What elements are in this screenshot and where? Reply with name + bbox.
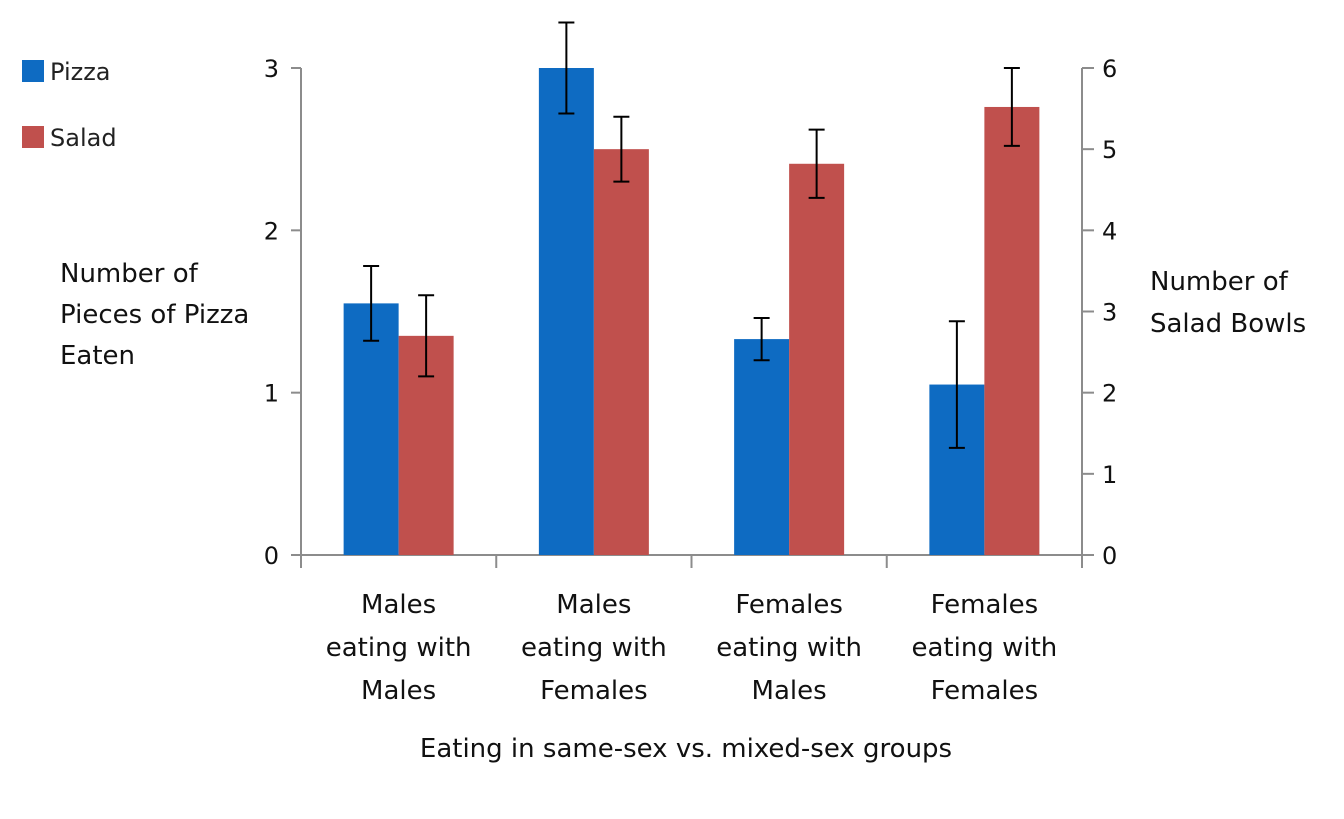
y-axis-left-title-line: Number of bbox=[60, 259, 199, 289]
x-axis-category-label: eating with bbox=[326, 633, 472, 663]
x-axis-category-label: Males bbox=[361, 590, 436, 620]
y-axis-left-tick-label: 1 bbox=[264, 380, 279, 408]
y-axis-right-tick-label: 1 bbox=[1102, 461, 1117, 489]
plot-area: 0 1 2 3 0 1 2 3 4 5 6 Males eating with Males Males eat… bbox=[264, 21, 1117, 706]
x-axis-category-label: eating with bbox=[911, 633, 1057, 663]
x-axis-category-label: Females bbox=[540, 676, 648, 706]
y-axis-left-title: Number of Pieces of Pizza Eaten bbox=[60, 259, 258, 371]
bar-pizza bbox=[538, 68, 594, 555]
legend-label-pizza: Pizza bbox=[50, 58, 111, 86]
y-axis-left-title-line: Eaten bbox=[60, 341, 135, 371]
y-axis-right-tick-label: 4 bbox=[1102, 217, 1117, 245]
y-axis-right-tick-label: 2 bbox=[1102, 380, 1117, 408]
x-axis-category-label: eating with bbox=[521, 633, 667, 663]
x-axis-category-label: Males bbox=[556, 590, 631, 620]
y-axis-right-title: Number of Salad Bowls bbox=[1150, 267, 1306, 339]
y-axis-right-tick-label: 5 bbox=[1102, 136, 1117, 164]
y-axis-left-tick-label: 2 bbox=[264, 217, 279, 245]
x-axis-category-label: Females bbox=[735, 590, 843, 620]
y-axis-right-tick-label: 6 bbox=[1102, 55, 1117, 83]
x-axis-category-label: Females bbox=[931, 590, 1039, 620]
y-axis-right-tick-label: 0 bbox=[1102, 542, 1117, 570]
x-axis-category-label: Females bbox=[931, 676, 1039, 706]
y-axis-left-tick-label: 3 bbox=[264, 55, 279, 83]
bar-salad bbox=[984, 106, 1040, 556]
bar-salad bbox=[789, 163, 845, 555]
x-axis-title: Eating in same-sex vs. mixed-sex groups bbox=[420, 734, 952, 764]
legend: Pizza Salad bbox=[22, 58, 117, 152]
y-axis-left-title-line: Pieces of Pizza bbox=[60, 300, 249, 330]
bar-pizza bbox=[343, 303, 399, 555]
y-axis-right-title-line: Salad Bowls bbox=[1150, 309, 1306, 339]
x-axis-category-label: eating with bbox=[716, 633, 862, 663]
bar-salad bbox=[593, 149, 649, 555]
y-axis-right-tick-label: 3 bbox=[1102, 299, 1117, 327]
y-axis-left-tick-label: 0 bbox=[264, 542, 279, 570]
x-axis-category-label: Males bbox=[752, 676, 827, 706]
x-axis-category-label: Males bbox=[361, 676, 436, 706]
legend-label-salad: Salad bbox=[50, 124, 117, 152]
legend-swatch-salad bbox=[22, 126, 44, 148]
y-axis-right-title-line: Number of bbox=[1150, 267, 1289, 297]
bar-pizza bbox=[734, 339, 790, 555]
legend-swatch-pizza bbox=[22, 60, 44, 82]
